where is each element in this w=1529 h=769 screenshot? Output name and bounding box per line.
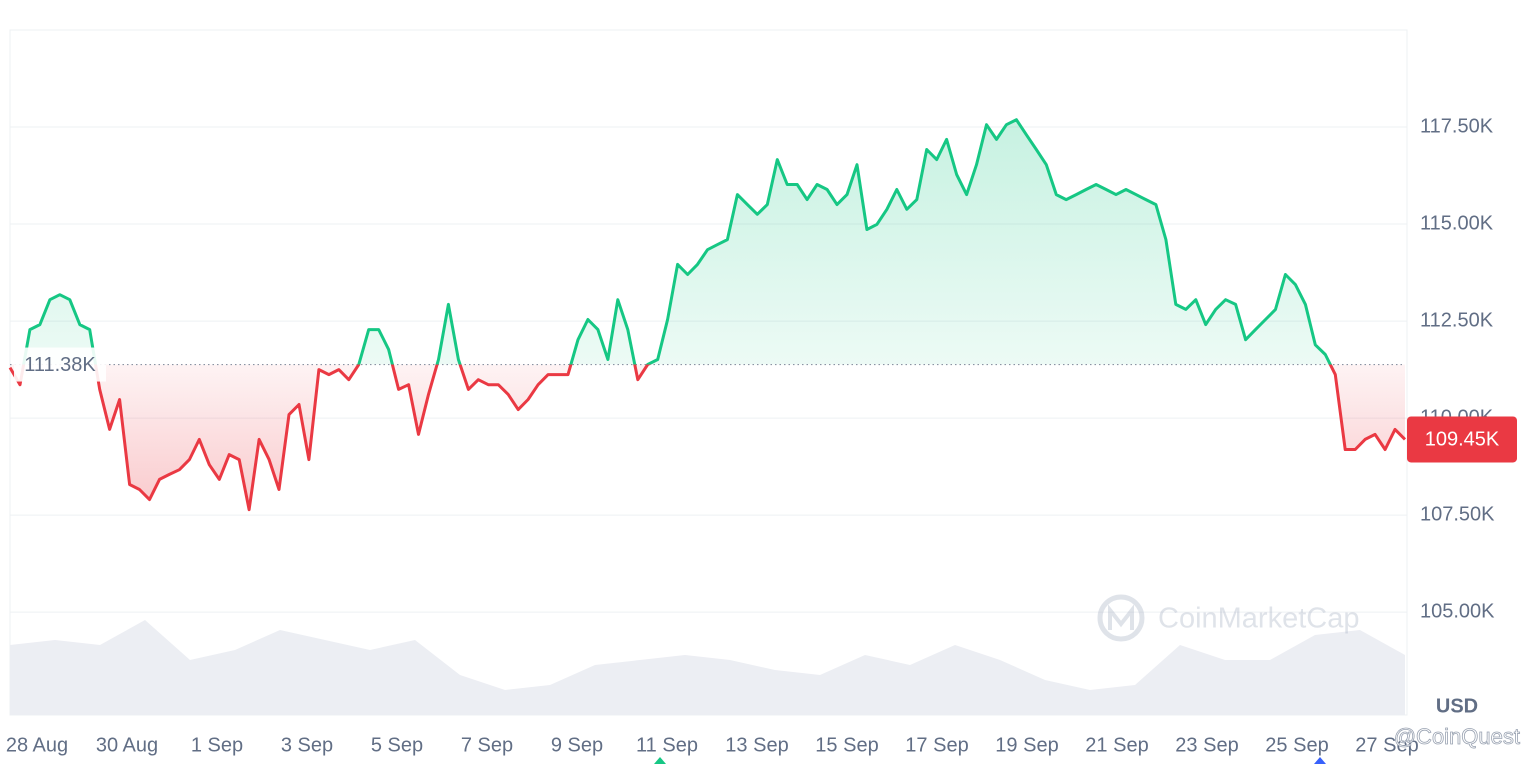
x-tick-label: 15 Sep [815, 734, 878, 756]
credit: @CoinQuest [1394, 724, 1520, 749]
x-tick-label: 1 Sep [191, 734, 243, 756]
baseline-label-box [14, 347, 106, 382]
baseline-label: 111.38K [24, 354, 96, 376]
x-tick-label: 21 Sep [1085, 734, 1148, 756]
x-tick-label: 28 Aug [6, 734, 68, 756]
watermark-logo [1097, 594, 1145, 642]
volume-area [10, 620, 1405, 715]
x-tick-label: 5 Sep [371, 734, 423, 756]
watermark-logo [1108, 604, 1134, 630]
x-tick-label: 25 Sep [1265, 734, 1328, 756]
current-price-label: 109.45K [1425, 429, 1500, 451]
current-price-box [1407, 416, 1517, 463]
event-marker [1314, 757, 1326, 764]
x-tick-label: 3 Sep [281, 734, 333, 756]
x-tick-label: 30 Aug [96, 734, 158, 756]
y-tick-label: 107.50K [1420, 503, 1495, 525]
event-marker [654, 757, 666, 764]
currency-label: USD [1436, 695, 1478, 717]
watermark-group: CoinMarketCap [1097, 594, 1359, 642]
x-tick-label: 7 Sep [461, 734, 513, 756]
x-tick-label: 27 Sep [1355, 734, 1418, 756]
price-line [8, 118, 1407, 512]
y-tick-label: 117.50K [1420, 115, 1494, 137]
y-tick-label: 112.50K [1420, 309, 1494, 331]
price-area [10, 119, 1405, 510]
y-tick-label: 105.00K [1420, 600, 1495, 622]
x-tick-label: 17 Sep [905, 734, 968, 756]
x-tick-label: 19 Sep [995, 734, 1058, 756]
y-tick-label: 115.00K [1420, 212, 1494, 234]
x-tick-label: 9 Sep [551, 734, 603, 756]
x-tick-label: 13 Sep [725, 734, 788, 756]
watermark: CoinMarketCap [1158, 603, 1359, 635]
x-tick-label: 11 Sep [636, 734, 698, 756]
x-tick-label: 23 Sep [1175, 734, 1238, 756]
